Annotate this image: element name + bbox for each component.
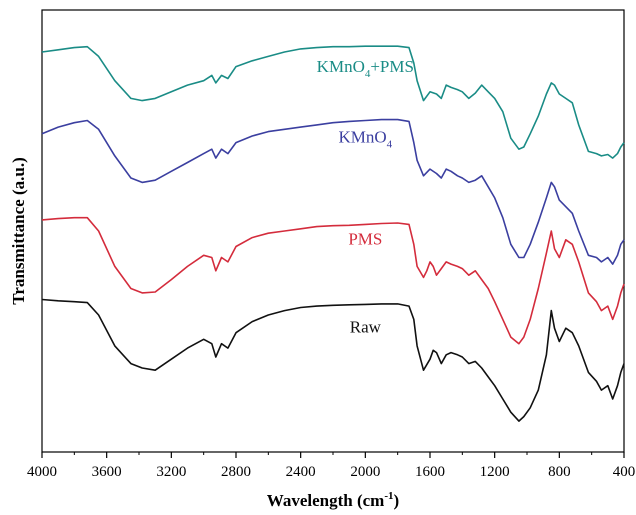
x-tick-label: 3600 — [92, 464, 122, 480]
series-label-1: KMnO4 — [338, 128, 392, 151]
x-tick-label: 1200 — [480, 464, 510, 480]
x-tick-label: 1600 — [415, 464, 445, 480]
x-tick-label: 800 — [548, 464, 571, 480]
series-label-0: KMnO4+PMS — [317, 57, 414, 80]
series-line-1 — [41, 118, 625, 265]
series-line-0 — [41, 45, 625, 159]
x-tick-label: 400 — [613, 464, 636, 480]
series-group — [41, 45, 625, 422]
x-tick-label: 4000 — [27, 464, 57, 480]
y-axis: Transmittance (a.u.) — [9, 157, 28, 304]
x-tick-label: 2000 — [350, 464, 380, 480]
x-tick-label: 3200 — [156, 464, 186, 480]
series-labels: KMnO4+PMS KMnO4 PMS Raw — [317, 57, 414, 337]
series-line-2 — [41, 216, 625, 345]
x-axis-title: Wavelength (cm-1) — [267, 490, 399, 510]
series-label-3: Raw — [350, 318, 382, 337]
plot-area — [41, 9, 625, 453]
series-label-2: PMS — [348, 229, 382, 248]
x-tick-label: 2400 — [286, 464, 316, 480]
x-tick-label: 2800 — [221, 464, 251, 480]
series-line-3 — [41, 298, 625, 422]
plot-frame — [41, 9, 625, 453]
x-axis: 4000 3600 3200 2800 2400 2000 1600 1200 800 400 Wa… — [27, 452, 635, 510]
y-axis-title: Transmittance (a.u.) — [9, 157, 28, 304]
